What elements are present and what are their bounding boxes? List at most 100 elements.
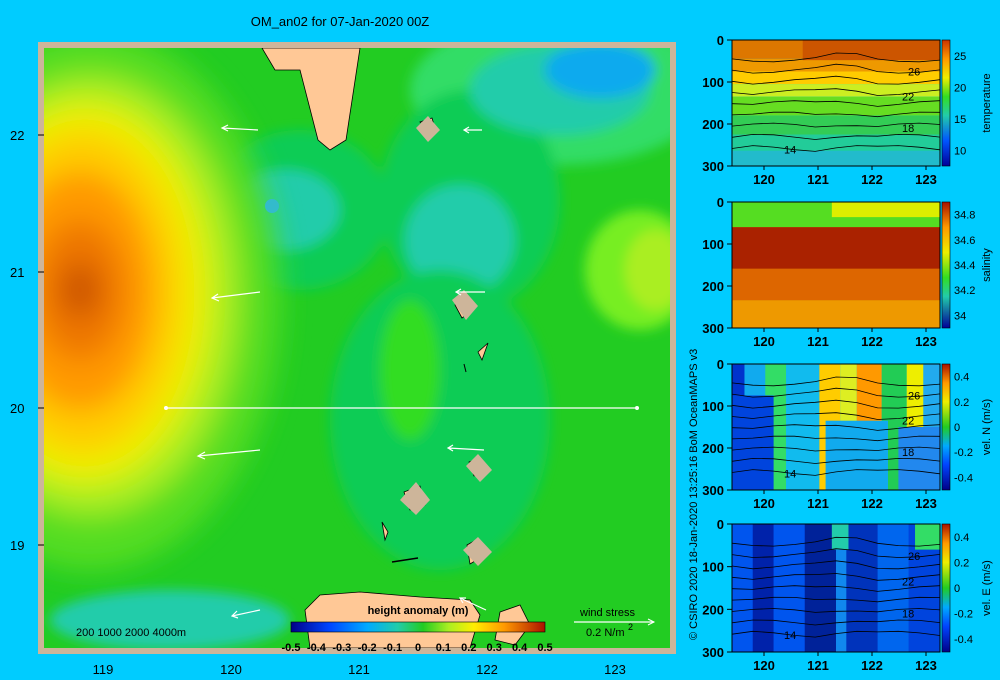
panel-colorbar <box>941 39 951 167</box>
colorbar-tick-label: 0 <box>954 583 960 595</box>
depth-tick-label: 0 <box>717 517 724 532</box>
x-tick-label: 122 <box>476 662 498 677</box>
panel-colorbar <box>941 523 951 653</box>
depth-tick-label: 200 <box>702 117 724 132</box>
page-title: OM_an02 for 07-Jan-2020 00Z <box>250 14 430 29</box>
lon-tick-label: 120 <box>753 334 775 349</box>
depth-tick-label: 100 <box>702 399 724 414</box>
colorbar-tick-label: -0.3 <box>332 642 351 654</box>
colorbar-tick-label: 0.2 <box>461 642 476 654</box>
lon-tick-label: 123 <box>915 334 937 349</box>
lon-tick-label: 122 <box>861 172 883 187</box>
lon-tick-label: 122 <box>861 658 883 673</box>
colorbar-tick-label: 25 <box>954 51 966 63</box>
contour-label: 14 <box>784 630 796 642</box>
colorbar-tick-label: 0.2 <box>954 397 969 409</box>
colorbar-tick-label: 0 <box>954 422 960 434</box>
colorbar-title: height anomaly (m) <box>368 605 469 617</box>
x-tick-label: 119 <box>93 662 114 677</box>
panel-variable-label: vel. N (m/s) <box>981 399 993 455</box>
lon-tick-label: 123 <box>915 172 937 187</box>
contour-label: 14 <box>784 144 796 156</box>
colorbar-tick-label: -0.4 <box>954 634 973 646</box>
colorbar-tick-label: 0.5 <box>537 642 552 654</box>
panel-variable-label: vel. E (m/s) <box>981 560 993 616</box>
shelf-areas <box>400 116 492 566</box>
depth-tick-label: 0 <box>717 357 724 372</box>
wind-stress-label: wind stress <box>579 607 636 619</box>
x-tick-label: 120 <box>220 662 242 677</box>
wind-stress-arrows <box>196 124 487 619</box>
depth-tick-label: 200 <box>702 441 724 456</box>
depth-tick-label: 300 <box>702 483 724 498</box>
colorbar: height anomaly (m) -0.5 -0.4 -0.3 -0.2 -0.1 0… <box>282 605 553 654</box>
depth-tick-label: 300 <box>702 321 724 336</box>
depth-tick-label: 100 <box>702 560 724 575</box>
section-panel-vel-e: 0 100 200 300 120 121 122 123 26 22 18 14 0.4 0.2 0 -0.… <box>702 517 993 673</box>
colorbar-tick-label: -0.5 <box>282 642 301 654</box>
colorbar-tick-label: -0.1 <box>383 642 402 654</box>
y-tick-label: 22 <box>10 128 24 143</box>
contour-label: 22 <box>902 415 914 427</box>
panel-variable-label: salinity <box>981 248 993 282</box>
lon-tick-label: 123 <box>915 658 937 673</box>
x-tick-label: 123 <box>604 662 626 677</box>
lon-tick-label: 120 <box>753 172 775 187</box>
colorbar-tick-label: 0.4 <box>954 372 969 384</box>
contour-label: 26 <box>908 66 920 78</box>
contour-label: 26 <box>908 551 920 563</box>
wind-stress-unit: 0.2 N/m <box>586 627 625 639</box>
depth-tick-label: 300 <box>702 645 724 660</box>
panel-colorbar <box>941 201 951 329</box>
colorbar-tick-label: 10 <box>954 145 966 157</box>
colorbar-tick-label: 34 <box>954 310 966 322</box>
contour-label: 14 <box>784 468 796 480</box>
contour-label: 26 <box>908 390 920 402</box>
y-tick-label: 20 <box>10 401 24 416</box>
panel-colorbar <box>941 363 951 491</box>
lon-tick-label: 122 <box>861 496 883 511</box>
x-tick-label: 121 <box>348 662 370 677</box>
colorbar-tick-label: -0.4 <box>954 472 973 484</box>
colorbar-tick-label: 0.4 <box>954 532 969 544</box>
y-tick-label: 21 <box>10 265 24 280</box>
credit-text: © CSIRO 2020 18-Jan-2020 13:25:16 BoM Oc… <box>688 348 700 640</box>
panel-variable-label: temperature <box>981 73 993 132</box>
contour-label: 22 <box>902 576 914 588</box>
lon-tick-label: 120 <box>753 658 775 673</box>
lon-tick-label: 121 <box>807 172 829 187</box>
colorbar-tick-label: 20 <box>954 82 966 94</box>
colorbar-tick-label: 34.8 <box>954 210 975 222</box>
lon-tick-label: 121 <box>807 334 829 349</box>
lon-tick-label: 123 <box>915 496 937 511</box>
depth-tick-label: 200 <box>702 602 724 617</box>
contour-label: 18 <box>902 608 914 620</box>
colorbar-tick-label: 15 <box>954 114 966 126</box>
colorbar-tick-label: -0.2 <box>954 447 973 459</box>
depth-tick-label: 0 <box>717 33 724 48</box>
depth-tick-label: 300 <box>702 159 724 174</box>
contour-label: 22 <box>902 91 914 103</box>
lon-tick-label: 122 <box>861 334 883 349</box>
section-panel-temperature: 0 100 200 300 120 121 122 123 26 22 18 14 25 20 15 10 te… <box>702 33 993 187</box>
colorbar-tick-label: -0.4 <box>307 642 327 654</box>
wind-stress-superscript: 2 <box>628 622 633 632</box>
lon-tick-label: 121 <box>807 658 829 673</box>
colorbar-tick-label: 34.6 <box>954 235 975 247</box>
lon-tick-label: 121 <box>807 496 829 511</box>
colorbar-tick-label: -0.2 <box>954 609 973 621</box>
colorbar-tick-label: 0.1 <box>436 642 451 654</box>
map-axes: 119 120 121 122 123 22 21 20 19 <box>10 128 626 677</box>
colorbar-tick-label: 34.2 <box>954 285 975 297</box>
depth-tick-label: 100 <box>702 237 724 252</box>
colorbar-tick-label: 0.4 <box>512 642 528 654</box>
contour-label: 18 <box>902 447 914 459</box>
contour-label: 18 <box>902 123 914 135</box>
section-panel-vel-n: 0 100 200 300 120 121 122 123 26 22 18 14 0.4 0.2 0 -0.… <box>702 357 993 511</box>
lon-tick-label: 120 <box>753 496 775 511</box>
depth-tick-label: 100 <box>702 75 724 90</box>
section-panel-salinity: 0 100 200 300 120 121 122 123 34.8 34.6 34.4 34.2 34… <box>702 195 993 349</box>
colorbar-tick-label: 0 <box>415 642 421 654</box>
colorbar-tick-label: 0.3 <box>487 642 502 654</box>
